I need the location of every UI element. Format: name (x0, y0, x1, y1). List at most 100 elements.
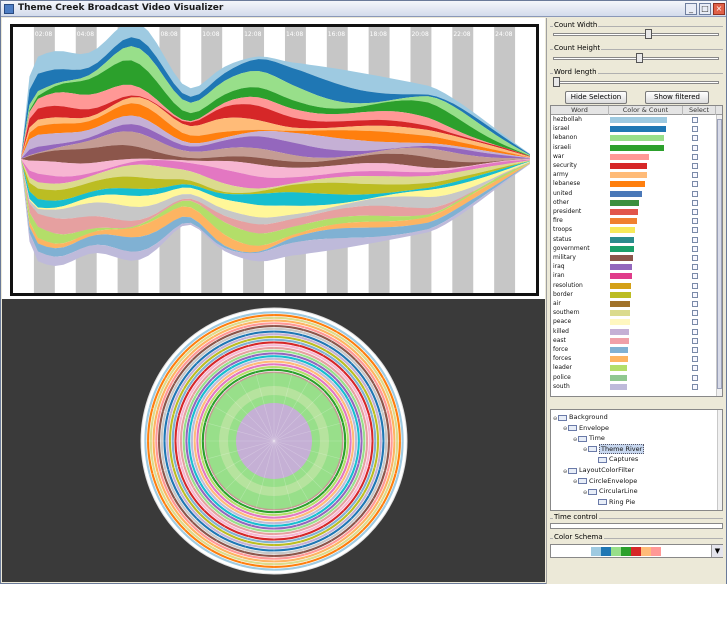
title-bar[interactable]: Theme Creek Broadcast Video Visualizer _… (1, 1, 726, 17)
tree-node[interactable]: Ring Pie (593, 498, 635, 507)
tree-node[interactable]: ⊖ CircleEnvelope (573, 477, 637, 486)
tree-node[interactable]: Captures (593, 455, 638, 464)
tree-toggle-icon[interactable]: ⊖ (583, 447, 588, 454)
stream-layer[interactable] (21, 27, 530, 158)
stream-layer[interactable] (21, 160, 530, 257)
stream-layer[interactable] (21, 159, 530, 193)
row-select-checkbox[interactable] (692, 199, 698, 206)
row-select-checkbox[interactable] (692, 273, 698, 280)
tree-toggle-icon[interactable]: ⊖ (573, 436, 578, 443)
row-select-checkbox[interactable] (692, 181, 698, 188)
row-select-checkbox[interactable] (692, 282, 698, 289)
table-row[interactable]: air (551, 300, 716, 308)
row-select-checkbox[interactable] (692, 135, 698, 142)
table-row[interactable]: southern (551, 309, 716, 317)
stream-layer[interactable] (21, 131, 530, 163)
table-row[interactable]: israeli (551, 144, 716, 152)
row-select-checkbox[interactable] (692, 365, 698, 372)
table-row[interactable]: united (551, 190, 716, 198)
stream-layer[interactable] (21, 97, 530, 159)
stream-layer[interactable] (21, 160, 530, 235)
stream-layer[interactable] (21, 145, 530, 169)
table-row[interactable]: iraq (551, 263, 716, 271)
tree-node[interactable]: ⊖ CircularLine (583, 487, 638, 496)
table-row[interactable]: killed (551, 328, 716, 336)
column-header-color-count[interactable]: Color & Count (609, 106, 683, 115)
table-row[interactable]: fire (551, 217, 716, 225)
stream-layer[interactable] (21, 84, 530, 158)
minimize-button[interactable]: _ (685, 3, 697, 15)
stream-layer[interactable] (21, 159, 530, 189)
row-select-checkbox[interactable] (692, 374, 698, 381)
stream-layer[interactable] (21, 103, 530, 159)
table-row[interactable]: war (551, 153, 716, 161)
word-length-slider-track[interactable] (553, 81, 719, 84)
table-row[interactable]: border (551, 291, 716, 299)
count-height-slider-thumb[interactable] (635, 53, 643, 63)
stream-layer[interactable] (21, 158, 530, 178)
row-select-checkbox[interactable] (692, 144, 698, 151)
table-row[interactable]: military (551, 254, 716, 262)
row-select-checkbox[interactable] (692, 209, 698, 215)
color-schema-dropdown[interactable]: ▼ (550, 544, 723, 558)
stream-layer[interactable] (21, 160, 530, 246)
column-header-select[interactable]: Select (683, 106, 716, 115)
row-select-checkbox[interactable] (692, 163, 698, 169)
tree-toggle-icon[interactable]: ⊖ (583, 489, 588, 496)
table-row[interactable]: iran (551, 272, 716, 280)
tree-node[interactable]: ⊖ Time (573, 434, 605, 443)
time-control-slider[interactable] (550, 523, 723, 529)
tree-toggle-icon[interactable]: ⊖ (573, 479, 578, 486)
word-length-slider-thumb[interactable] (553, 77, 560, 87)
table-row[interactable]: army (551, 171, 716, 179)
row-select-checkbox[interactable] (692, 383, 698, 390)
show-filtered-button[interactable]: Show filtered (645, 91, 709, 104)
table-row[interactable]: hezbollah (551, 116, 716, 124)
table-row[interactable]: police (551, 374, 716, 382)
chevron-down-icon[interactable]: ▼ (711, 545, 723, 557)
row-select-checkbox[interactable] (692, 236, 698, 243)
stream-layer[interactable] (21, 160, 530, 225)
tree-node[interactable]: ⊖ LayoutColorFilter (563, 466, 634, 475)
row-select-checkbox[interactable] (692, 227, 698, 234)
table-row[interactable]: resolution (551, 282, 716, 290)
row-select-checkbox[interactable] (692, 117, 698, 123)
table-row[interactable]: security (551, 162, 716, 170)
stream-layer[interactable] (21, 124, 530, 159)
tree-node[interactable]: ⊖ Envelope (563, 424, 609, 433)
table-row[interactable]: east (551, 337, 716, 345)
count-width-slider-thumb[interactable] (645, 29, 653, 39)
row-select-checkbox[interactable] (692, 301, 698, 307)
tree-toggle-icon[interactable]: ⊖ (563, 426, 568, 433)
table-row[interactable]: status (551, 236, 716, 244)
table-row[interactable]: force (551, 346, 716, 354)
table-row[interactable]: south (551, 383, 716, 391)
row-select-checkbox[interactable] (692, 172, 698, 179)
stream-layer[interactable] (21, 159, 530, 201)
theme-river-chart[interactable]: 01:0802:0803:0804:0805:0806:0807:0808:08… (13, 27, 536, 293)
stream-layer[interactable] (21, 115, 530, 159)
row-select-checkbox[interactable] (692, 153, 698, 160)
ring-pie-chart[interactable] (2, 299, 545, 582)
row-select-checkbox[interactable] (692, 126, 698, 133)
row-select-checkbox[interactable] (692, 347, 698, 353)
table-scrollbar-thumb[interactable] (717, 119, 722, 389)
row-select-checkbox[interactable] (692, 328, 698, 335)
table-scrollbar[interactable] (716, 115, 722, 396)
row-select-checkbox[interactable] (692, 310, 698, 317)
tree-node[interactable]: ⊖ Background (553, 413, 608, 422)
stream-layer[interactable] (21, 160, 530, 266)
stream-layer[interactable] (21, 159, 530, 218)
row-select-checkbox[interactable] (692, 264, 698, 271)
table-row[interactable]: president (551, 208, 716, 216)
row-select-checkbox[interactable] (692, 218, 698, 225)
tree-node[interactable]: ⊖ Theme River (583, 443, 645, 454)
table-row[interactable]: troops (551, 226, 716, 234)
row-select-checkbox[interactable] (692, 255, 698, 261)
stream-layer[interactable] (21, 159, 530, 209)
row-select-checkbox[interactable] (692, 356, 698, 363)
table-row[interactable]: peace (551, 318, 716, 326)
table-row[interactable]: other (551, 199, 716, 207)
maximize-button[interactable]: □ (699, 3, 711, 15)
row-select-checkbox[interactable] (692, 319, 698, 326)
